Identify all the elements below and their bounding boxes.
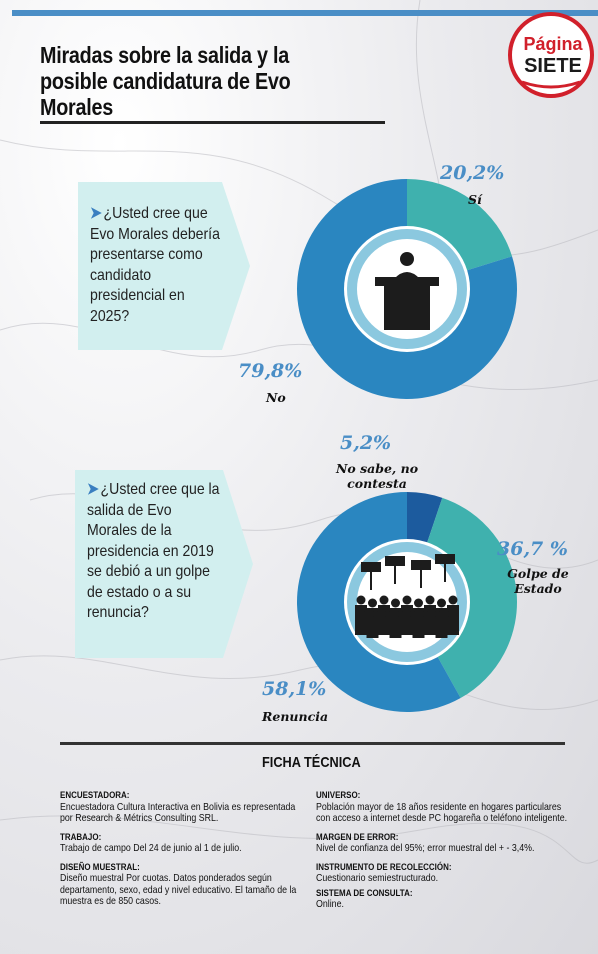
chart-2-label-nsnc: No sabe, no contesta <box>335 461 419 491</box>
donut-chart-2 <box>293 488 521 716</box>
universo-text: Población mayor de 18 años residente en … <box>316 800 568 824</box>
margen-heading: MARGEN DE ERROR: <box>316 831 399 843</box>
chart-2-value-nsnc: 5,2% <box>340 432 392 454</box>
protest-crowd-icon <box>355 554 459 638</box>
ficha-title: FICHA TÉCNICA <box>262 754 361 771</box>
arrow-bullet-icon: ➤ <box>87 481 99 498</box>
chart-1-label-no: No <box>266 390 286 405</box>
diseno-text: Diseño muestral Por cuotas. Datos ponder… <box>60 872 297 907</box>
ficha-left-column: ENCUESTADORA: Encuestadora Cultura Inter… <box>60 790 304 915</box>
title-divider <box>40 121 385 124</box>
arrow-bullet-icon: ➤ <box>90 205 102 222</box>
chart-2-label-golpe: Golpe de Estado <box>507 566 569 596</box>
chart-2-value-renuncia: 58,1% <box>262 678 327 700</box>
sistema-heading: SISTEMA DE CONSULTA: <box>316 887 413 899</box>
encuestadora-text: Encuestadora Cultura Interactiva en Boli… <box>60 800 296 824</box>
svg-text:Página: Página <box>523 34 583 54</box>
question-2-text: ¿Usted cree que la salida de Evo Morales… <box>87 481 220 621</box>
instrumento-heading: INSTRUMENTO DE RECOLECCIÓN: <box>316 861 452 873</box>
trabajo-text: Trabajo de campo Del 24 de junio al 1 de… <box>60 842 242 854</box>
trabajo-heading: TRABAJO: <box>60 831 102 843</box>
chart-1-value-si: 20,2% <box>440 162 505 184</box>
donut-chart-1 <box>293 175 521 403</box>
chart-1-label-si: Sí <box>468 192 482 207</box>
instrumento-text: Cuestionario semiestructurado. <box>316 872 439 884</box>
margen-text: Nivel de confianza del 95%; error muestr… <box>316 842 535 854</box>
podium-icon <box>375 252 439 330</box>
ficha-divider <box>60 742 565 745</box>
diseno-heading: DISEÑO MUESTRAL: <box>60 861 140 873</box>
top-accent-bar <box>12 10 598 16</box>
chart-2-label-renuncia: Renuncia <box>262 709 329 724</box>
ficha-right-column: UNIVERSO: Población mayor de 18 años res… <box>316 790 568 911</box>
question-2-box: ➤ ¿Usted cree que la salida de Evo Morale… <box>75 470 253 658</box>
universo-heading: UNIVERSO: <box>316 790 361 801</box>
sistema-text: Online. <box>316 898 344 910</box>
chart-1-value-no: 79,8% <box>238 360 303 382</box>
svg-text:SIETE: SIETE <box>524 55 582 77</box>
chart-2-value-golpe: 36,7 % <box>497 538 568 560</box>
question-1-box: ➤ ¿Usted cree que Evo Morales debería pre… <box>78 182 250 350</box>
pagina-siete-logo: Página SIETE <box>508 12 594 98</box>
encuestadora-heading: ENCUESTADORA: <box>60 790 130 801</box>
question-1-text: ¿Usted cree que Evo Morales debería pres… <box>90 205 220 325</box>
page-title: Miradas sobre la salida y la posible can… <box>40 42 291 120</box>
